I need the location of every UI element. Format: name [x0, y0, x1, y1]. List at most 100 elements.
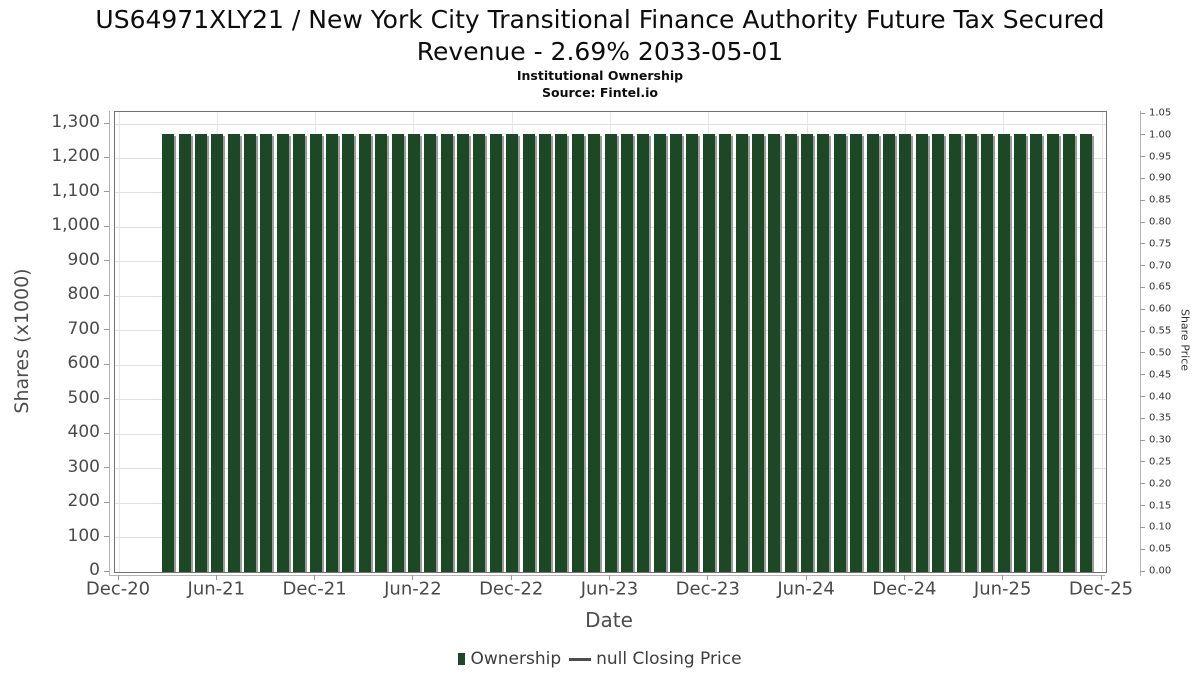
ownership-bar-oct-23[interactable] [670, 134, 683, 572]
ownership-bar-mar-23[interactable] [555, 134, 568, 572]
ownership-bar-jan-25[interactable] [915, 134, 928, 572]
ownership-bar-feb-25[interactable] [932, 134, 945, 572]
ownership-bar-mar-25[interactable] [948, 134, 961, 572]
y-right-tick [1140, 483, 1145, 485]
ownership-bar-aug-21[interactable] [244, 134, 257, 572]
ownership-bar-oct-22[interactable] [473, 134, 486, 572]
ownership-bar-jul-21[interactable] [227, 134, 240, 572]
ownership-bar-aug-23[interactable] [637, 134, 650, 572]
y-right-tick [1140, 265, 1145, 267]
ownership-bar-mar-21[interactable] [162, 134, 175, 572]
x-tick [1002, 575, 1004, 580]
plot-area [114, 111, 1107, 573]
y-left-tick-label: 1,300 [51, 112, 100, 132]
ownership-bar-sep-25[interactable] [1046, 134, 1059, 572]
ownership-bar-jul-23[interactable] [620, 134, 633, 572]
ownership-bar-may-25[interactable] [981, 134, 994, 572]
y-right-tick-label: 0.85 [1149, 194, 1172, 206]
ownership-bar-feb-24[interactable] [735, 134, 748, 572]
y-right-tick-label: 0.20 [1149, 478, 1172, 490]
ownership-bar-feb-23[interactable] [538, 134, 551, 572]
y-left-tick-label: 300 [67, 456, 100, 477]
y-right-tick-label: 0.30 [1149, 434, 1172, 446]
gridline-v [118, 112, 120, 572]
y-right-tick-label: 0.10 [1149, 521, 1172, 533]
ownership-bar-dec-22[interactable] [506, 134, 519, 572]
ownership-bar-apr-25[interactable] [964, 134, 977, 572]
ownership-bar-nov-21[interactable] [293, 134, 306, 572]
gridline-v [1101, 112, 1103, 572]
y-left-tick [104, 398, 109, 400]
ownership-bar-jul-25[interactable] [1014, 134, 1027, 572]
ownership-bar-jun-21[interactable] [211, 134, 224, 572]
ownership-bar-mar-24[interactable] [751, 134, 764, 572]
ownership-bar-jan-22[interactable] [325, 134, 338, 572]
x-tick-label: Jun-25 [973, 578, 1032, 600]
ownership-bar-may-24[interactable] [784, 134, 797, 572]
ownership-bar-jul-24[interactable] [817, 134, 830, 572]
ownership-swatch-icon [458, 653, 466, 665]
x-tick [412, 575, 414, 580]
ownership-bar-may-21[interactable] [194, 134, 207, 572]
legend-item-ownership[interactable]: Ownership [458, 649, 561, 669]
ownership-bar-dec-23[interactable] [702, 134, 715, 572]
ownership-bar-apr-23[interactable] [571, 134, 584, 572]
x-tick [314, 575, 316, 580]
ownership-bar-sep-21[interactable] [260, 134, 273, 572]
y-left-tick [104, 294, 109, 296]
x-tick [805, 575, 807, 580]
y-right-tick [1140, 417, 1145, 419]
y-right-tick [1140, 330, 1145, 332]
y-right-tick [1140, 286, 1145, 288]
ownership-bar-jun-22[interactable] [407, 134, 420, 572]
ownership-bar-apr-21[interactable] [178, 134, 191, 572]
y-right-tick-label: 0.35 [1149, 412, 1172, 424]
ownership-bar-sep-24[interactable] [850, 134, 863, 572]
y-right-tick [1140, 505, 1145, 507]
ownership-bar-oct-25[interactable] [1063, 134, 1076, 572]
legend-item-null-closing-price[interactable]: null Closing Price [569, 649, 742, 669]
ownership-bar-dec-24[interactable] [899, 134, 912, 572]
ownership-bar-oct-24[interactable] [866, 134, 879, 572]
ownership-bar-jun-25[interactable] [997, 134, 1010, 572]
ownership-bar-may-23[interactable] [588, 134, 601, 572]
ownership-bar-mar-22[interactable] [358, 134, 371, 572]
ownership-bar-oct-21[interactable] [276, 134, 289, 572]
y-left-tick [104, 501, 109, 503]
ownership-bar-apr-22[interactable] [375, 134, 388, 572]
ownership-bar-jun-24[interactable] [801, 134, 814, 572]
x-tick-label: Dec-24 [872, 578, 937, 600]
ownership-bar-aug-24[interactable] [833, 134, 846, 572]
ownership-bar-aug-22[interactable] [440, 134, 453, 572]
ownership-bar-apr-24[interactable] [768, 134, 781, 572]
y-right-tick-label: 0.00 [1149, 565, 1172, 577]
x-tick-label: Dec-25 [1068, 578, 1134, 600]
ownership-bar-dec-21[interactable] [309, 134, 322, 572]
ownership-bar-jun-23[interactable] [604, 134, 617, 572]
y-left-tick [104, 260, 109, 262]
x-tick-label: Jun-21 [187, 578, 246, 600]
y-right-tick [1140, 374, 1145, 376]
ownership-bar-sep-22[interactable] [457, 134, 470, 572]
ownership-bar-nov-24[interactable] [883, 134, 896, 572]
ownership-bar-aug-25[interactable] [1030, 134, 1043, 572]
ownership-bar-nov-25[interactable] [1079, 134, 1092, 572]
x-tick [903, 575, 905, 580]
chart-source: Source: Fintel.io [542, 85, 658, 100]
ownership-bar-jan-23[interactable] [522, 134, 535, 572]
ownership-bar-may-22[interactable] [391, 134, 404, 572]
y-axis-line-left [109, 111, 110, 576]
ownership-bar-jul-22[interactable] [424, 134, 437, 572]
ownership-bar-jan-24[interactable] [719, 134, 732, 572]
ownership-bar-nov-23[interactable] [686, 134, 699, 572]
legend-label: null Closing Price [596, 649, 742, 669]
y-left-tick [104, 225, 109, 227]
chart-title-line-1: US64971XLY21 / New York City Transitiona… [95, 5, 1105, 34]
ownership-bar-feb-22[interactable] [342, 134, 355, 572]
ownership-bar-nov-22[interactable] [489, 134, 502, 572]
y-right-tick-label: 0.45 [1149, 369, 1172, 381]
ownership-bar-sep-23[interactable] [653, 134, 666, 572]
y-left-tick [104, 156, 109, 158]
y-right-tick [1140, 548, 1145, 550]
y-right-tick-label: 0.80 [1149, 216, 1172, 228]
